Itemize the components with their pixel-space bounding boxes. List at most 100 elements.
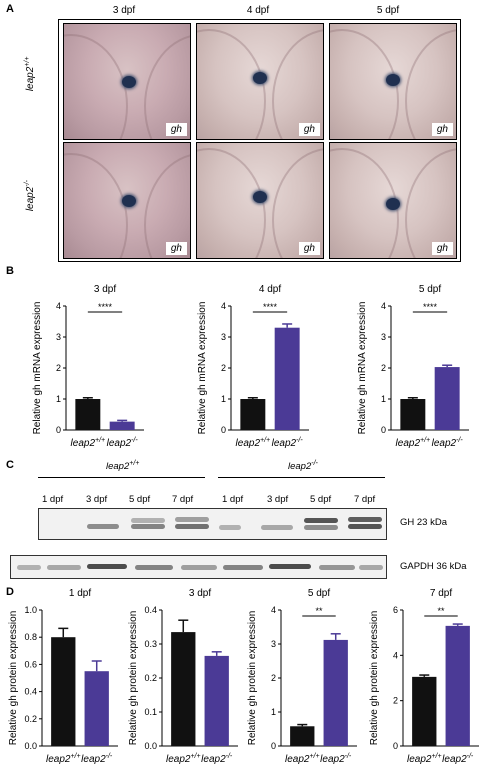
bar bbox=[434, 367, 460, 430]
lane-label: 5 dpf bbox=[310, 494, 332, 505]
chart-title: 3 dpf bbox=[94, 284, 116, 295]
x-tick-label: leap2-/- bbox=[272, 437, 304, 449]
y-tick-label: 3 bbox=[221, 332, 226, 342]
significance-marker: **** bbox=[423, 302, 438, 312]
ish-image-grid bbox=[58, 19, 461, 262]
y-tick-label: 0 bbox=[381, 425, 386, 435]
x-tick-label: leap2+/+ bbox=[236, 437, 271, 449]
y-axis-label: Relative gh mRNA expression bbox=[357, 302, 368, 435]
x-tick-label: leap2-/- bbox=[442, 753, 474, 765]
row-label-ko: leap2-/- bbox=[23, 180, 37, 212]
y-tick-label: 0 bbox=[56, 425, 61, 435]
x-tick-label: leap2-/- bbox=[81, 753, 113, 765]
lane-label: 3 dpf bbox=[267, 494, 289, 505]
chart-title: 4 dpf bbox=[259, 284, 281, 295]
bar bbox=[445, 625, 470, 746]
y-tick-label: 6 bbox=[393, 605, 398, 615]
y-tick-label: 4 bbox=[393, 650, 398, 660]
gh-label: gh bbox=[165, 242, 187, 255]
mrna-chart-4dpf: 4 dpf Relative gh mRNA expression 0 1 2 3 4 lea… bbox=[197, 284, 309, 449]
bar bbox=[323, 639, 348, 746]
y-tick-label: 4 bbox=[271, 605, 276, 615]
y-axis-label: Relative gh protein expression bbox=[369, 611, 380, 746]
protein-chart-3dpf: 3 dpf Relative gh protein expression 0.0 0.… bbox=[128, 588, 238, 765]
y-tick-label: 1.0 bbox=[24, 605, 37, 615]
significance-marker: **** bbox=[263, 302, 278, 312]
chart-title: 1 dpf bbox=[69, 588, 91, 599]
bar bbox=[204, 655, 229, 746]
y-tick-label: 0 bbox=[393, 741, 398, 751]
y-tick-label: 1 bbox=[271, 707, 276, 717]
mrna-chart-5dpf: 5 dpf Relative gh mRNA expression 0 1 2 3 4 lea… bbox=[357, 284, 469, 449]
y-tick-label: 1 bbox=[56, 394, 61, 404]
group-label-wt: leap2+/+ bbox=[106, 460, 140, 473]
row-label-wt: leap2+/+ bbox=[23, 56, 37, 92]
y-tick-label: 1 bbox=[381, 394, 386, 404]
panel-d-charts: 1 dpf Relative gh protein expression 0.0 0.… bbox=[8, 588, 479, 765]
gh-label: gh bbox=[298, 123, 320, 136]
significance-marker: **** bbox=[98, 302, 113, 312]
gh-label: gh bbox=[431, 123, 453, 136]
blot-label-gh: GH 23 kDa bbox=[400, 517, 447, 528]
bar bbox=[75, 399, 101, 430]
y-axis-label: Relative gh protein expression bbox=[128, 611, 139, 746]
significance-marker: ** bbox=[437, 606, 445, 616]
panel-b-label: B bbox=[6, 265, 14, 277]
panel-a-label: A bbox=[6, 3, 14, 15]
y-axis-label: Relative gh mRNA expression bbox=[32, 302, 43, 435]
y-tick-label: 0.8 bbox=[24, 632, 37, 642]
y-axis-label: Relative gh mRNA expression bbox=[197, 302, 208, 435]
y-tick-label: 0.3 bbox=[144, 639, 157, 649]
gh-label: gh bbox=[298, 242, 320, 255]
ish-image-ko-3dpf: gh bbox=[63, 142, 191, 259]
y-tick-label: 0.0 bbox=[24, 741, 37, 751]
blot-label-gapdh: GAPDH 36 kDa bbox=[400, 561, 467, 572]
y-tick-label: 0.6 bbox=[24, 659, 37, 669]
ish-image-ko-5dpf: gh bbox=[329, 142, 457, 259]
western-blot-gapdh bbox=[10, 555, 387, 579]
y-tick-label: 0.4 bbox=[144, 605, 157, 615]
protein-chart-5dpf: 5 dpf Relative gh protein expression 0 1 2 3 4… bbox=[247, 588, 357, 765]
x-tick-label: leap2-/- bbox=[107, 437, 139, 449]
y-tick-label: 4 bbox=[56, 301, 61, 311]
lane-label: 5 dpf bbox=[129, 494, 151, 505]
protein-chart-1dpf: 1 dpf Relative gh protein expression 0.0 0.… bbox=[8, 588, 118, 765]
x-tick-label: leap2-/- bbox=[201, 753, 233, 765]
mrna-chart-3dpf: 3 dpf Relative gh mRNA expression 0 1 2 3 4 lea… bbox=[32, 284, 144, 449]
x-tick-label: leap2+/+ bbox=[71, 437, 106, 449]
chart-title: 3 dpf bbox=[189, 588, 211, 599]
protein-chart-7dpf: 7 dpf Relative gh protein expression 0 2 4 6 l… bbox=[369, 588, 479, 765]
y-tick-label: 3 bbox=[271, 639, 276, 649]
y-tick-label: 3 bbox=[381, 332, 386, 342]
group-line-ko bbox=[218, 477, 385, 478]
bar bbox=[240, 399, 266, 430]
y-tick-label: 0 bbox=[271, 741, 276, 751]
lane-label: 3 dpf bbox=[86, 494, 108, 505]
col-title-4dpf: 4 dpf bbox=[246, 5, 270, 16]
panel-b-charts: 3 dpf Relative gh mRNA expression 0 1 2 3 4 lea… bbox=[32, 284, 469, 449]
y-tick-label: 0 bbox=[221, 425, 226, 435]
col-title-5dpf: 5 dpf bbox=[376, 5, 400, 16]
group-label-ko: leap2-/- bbox=[288, 460, 318, 473]
y-tick-label: 2 bbox=[271, 673, 276, 683]
ish-image-wt-4dpf: gh bbox=[196, 23, 324, 140]
y-tick-label: 0.2 bbox=[24, 714, 37, 724]
ish-image-ko-4dpf: gh bbox=[196, 142, 324, 259]
x-tick-label: leap2+/+ bbox=[407, 753, 442, 765]
chart-title: 5 dpf bbox=[308, 588, 330, 599]
x-tick-label: leap2+/+ bbox=[166, 753, 201, 765]
y-axis-label: Relative gh protein expression bbox=[8, 611, 19, 746]
bar bbox=[412, 676, 437, 746]
bar bbox=[171, 632, 196, 746]
lane-label: 7 dpf bbox=[354, 494, 376, 505]
significance-marker: ** bbox=[315, 606, 323, 616]
x-tick-label: leap2+/+ bbox=[46, 753, 81, 765]
chart-title: 5 dpf bbox=[419, 284, 441, 295]
y-tick-label: 0.1 bbox=[144, 707, 157, 717]
y-tick-label: 0.2 bbox=[144, 673, 157, 683]
y-tick-label: 4 bbox=[221, 301, 226, 311]
y-tick-label: 2 bbox=[56, 363, 61, 373]
gh-label: gh bbox=[431, 242, 453, 255]
panel-c-label: C bbox=[6, 459, 14, 471]
bar bbox=[290, 726, 315, 746]
